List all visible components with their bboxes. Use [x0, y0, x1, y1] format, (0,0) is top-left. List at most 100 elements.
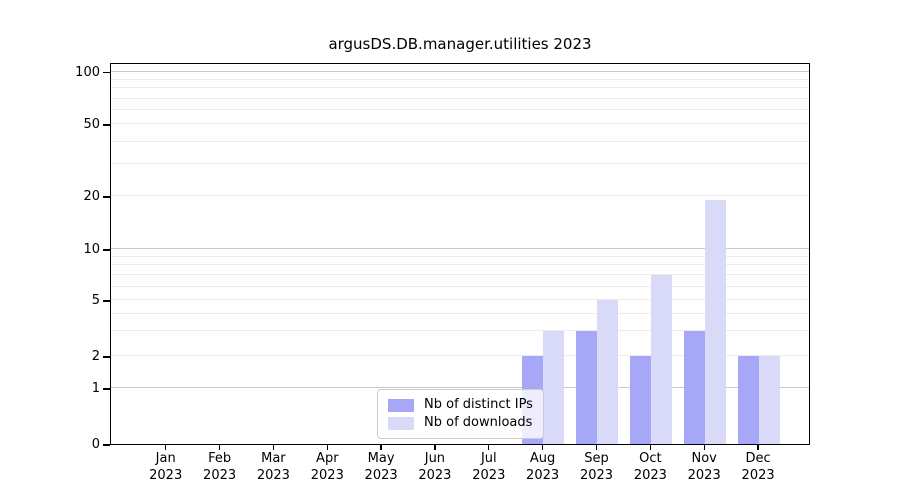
y-tick-mark-20	[103, 196, 110, 198]
x-tick-month: Dec	[745, 451, 771, 466]
y-tick-mark-50	[103, 124, 110, 126]
gridline-y1	[111, 387, 809, 388]
x-tick-year: 2023	[310, 468, 344, 483]
gridline-y10	[111, 248, 809, 249]
x-tick-mark-may	[380, 445, 382, 450]
legend-label: Nb of downloads	[424, 415, 533, 430]
minor-gridline-y60	[111, 109, 809, 111]
x-tick-label-jan: Jan 2023	[138, 450, 194, 484]
gridline-y2	[111, 355, 809, 356]
bar-downloads-oct	[650, 275, 672, 444]
y-tick-label-10: 10	[83, 242, 100, 257]
x-tick-month: Nov	[691, 451, 717, 466]
bar-downloads-dec	[758, 356, 780, 444]
x-tick-label-aug: Aug 2023	[515, 450, 571, 484]
legend-swatch-icon	[388, 398, 414, 412]
x-tick-mark-mar	[272, 445, 275, 450]
y-tick-mark-2	[103, 356, 110, 358]
minor-gridline-y8	[111, 264, 809, 266]
x-tick-month: Mar	[261, 451, 286, 466]
x-tick-year: 2023	[472, 468, 506, 483]
x-tick-mark-feb	[218, 445, 221, 450]
y-tick-label-100: 100	[75, 64, 100, 80]
y-tick-mark-1	[103, 388, 110, 390]
minor-gridline-y90	[111, 78, 809, 80]
x-tick-label-jun: Jun 2023	[407, 450, 463, 484]
x-tick-mark-jul	[488, 445, 490, 450]
bar-ips-nov	[683, 331, 705, 444]
x-tick-label-oct: Oct 2023	[622, 450, 678, 484]
x-tick-month: Jan	[155, 451, 176, 466]
x-tick-month: Aug	[529, 451, 556, 466]
x-tick-mark-nov	[703, 445, 705, 450]
x-tick-year: 2023	[526, 468, 560, 483]
x-tick-mark-jan	[165, 445, 167, 450]
gridline-y50	[111, 123, 809, 124]
x-tick-label-mar: Mar 2023	[245, 450, 301, 484]
x-tick-month: Sep	[584, 451, 609, 466]
y-tick-mark-5	[103, 300, 110, 302]
x-tick-month: Jul	[480, 451, 497, 466]
x-tick-year: 2023	[687, 468, 721, 483]
x-tick-label-nov: Nov 2023	[676, 450, 732, 484]
minor-gridline-y30	[111, 163, 809, 165]
x-tick-month: May	[367, 451, 395, 466]
x-tick-mark-dec	[757, 445, 759, 450]
minor-gridline-y9	[111, 255, 809, 257]
y-tick-label-5: 5	[91, 293, 100, 308]
x-tick-mark-oct	[649, 445, 651, 450]
gridline-y5	[111, 299, 809, 300]
legend: Nb of distinct IPs Nb of downloads	[377, 389, 544, 439]
x-tick-mark-jun	[434, 445, 436, 450]
x-tick-month: Oct	[639, 451, 662, 466]
bar-ips-oct	[629, 356, 651, 444]
x-tick-label-sep: Sep 2023	[569, 450, 625, 484]
y-tick-label-20: 20	[83, 189, 100, 204]
x-tick-label-apr: Apr 2023	[299, 450, 355, 484]
bar-downloads-aug	[543, 331, 565, 444]
bar-downloads-nov	[704, 199, 726, 444]
x-tick-year: 2023	[741, 468, 775, 483]
bar-downloads-sep	[597, 300, 618, 444]
y-tick-mark-10	[103, 249, 110, 251]
x-tick-mark-apr	[326, 445, 328, 450]
minor-gridline-y80	[111, 87, 809, 89]
x-tick-year: 2023	[149, 468, 183, 483]
x-tick-mark-sep	[595, 445, 598, 450]
x-tick-month: Jun	[424, 451, 446, 466]
minor-gridline-y70	[111, 97, 809, 99]
x-tick-mark-aug	[541, 445, 544, 450]
legend-row-0: Nb of distinct IPs	[388, 396, 533, 414]
minor-gridline-y7	[111, 274, 809, 276]
x-tick-label-feb: Feb 2023	[192, 450, 248, 484]
bar-ips-sep	[576, 331, 597, 444]
x-tick-year: 2023	[203, 468, 237, 483]
x-tick-year: 2023	[633, 468, 667, 483]
gridline-y100	[111, 70, 809, 72]
chart-title: argusDS.DB.manager.utilities 2023	[328, 35, 592, 53]
minor-gridline-y4	[111, 312, 809, 314]
y-tick-label-50: 50	[83, 117, 100, 132]
y-tick-label-2: 2	[91, 349, 100, 364]
legend-swatch-icon	[388, 416, 414, 430]
x-tick-label-jul: Jul 2023	[461, 450, 517, 484]
x-tick-month: Feb	[208, 451, 232, 466]
gridline-y20	[111, 195, 809, 196]
y-tick-label-0: 0	[91, 437, 100, 452]
plot-area	[110, 63, 810, 445]
x-tick-month: Apr	[316, 451, 339, 466]
x-tick-label-may: May 2023	[353, 450, 409, 484]
y-tick-label-1: 1	[91, 381, 100, 396]
x-tick-year: 2023	[364, 468, 398, 483]
y-tick-mark-0	[103, 444, 110, 446]
minor-gridline-y6	[111, 285, 809, 287]
x-tick-year: 2023	[579, 468, 614, 483]
minor-gridline-y3	[111, 330, 809, 332]
y-tick-mark-100	[103, 71, 110, 74]
x-tick-year: 2023	[418, 468, 452, 483]
legend-row-1: Nb of downloads	[388, 414, 533, 432]
x-tick-year: 2023	[256, 468, 290, 483]
legend-label: Nb of distinct IPs	[424, 397, 533, 412]
x-tick-label-dec: Dec 2023	[730, 450, 786, 484]
